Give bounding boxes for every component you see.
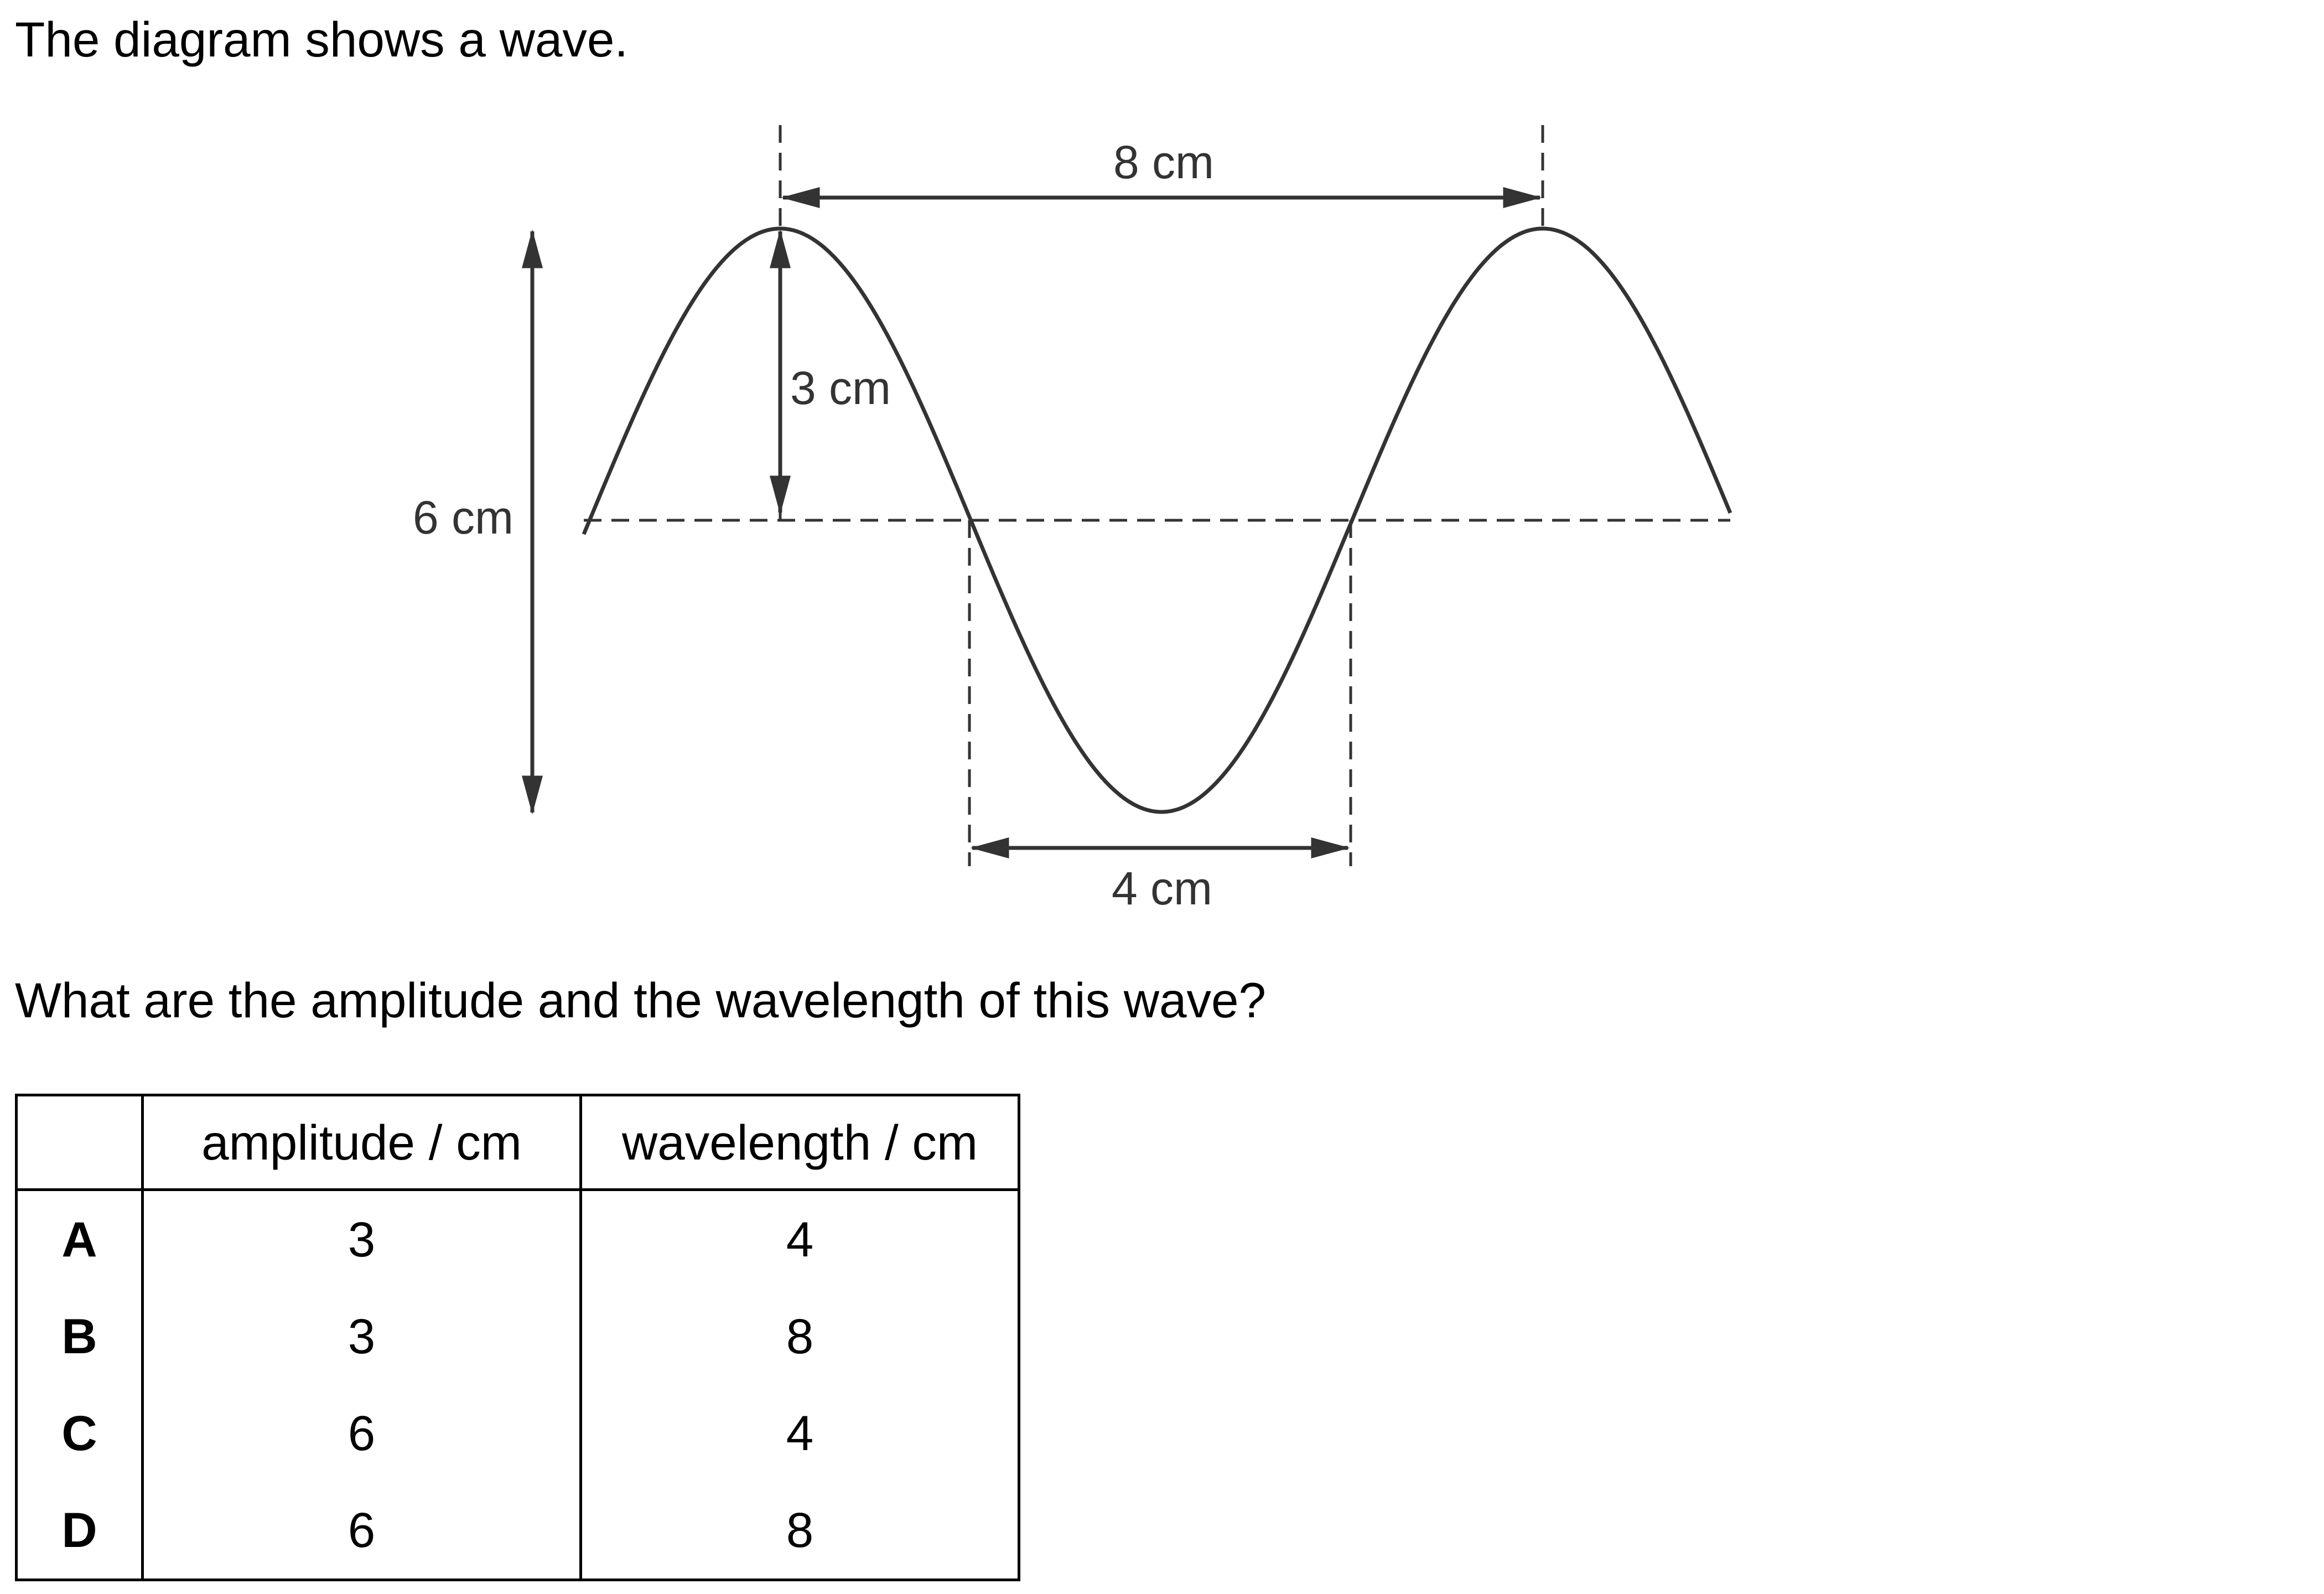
amplitude-value: 3 xyxy=(141,1189,582,1288)
amplitude-value: 3 xyxy=(141,1288,582,1385)
option-letter: C xyxy=(15,1385,144,1482)
label-amplitude: 3 cm xyxy=(790,362,891,414)
label-top: 8 cm xyxy=(1113,136,1214,188)
wavelength-value: 4 xyxy=(579,1189,1020,1288)
wavelength-value: 8 xyxy=(579,1482,1020,1581)
answer-options-table: amplitude / cm wavelength / cm A 3 4 B 3… xyxy=(15,1094,1020,1581)
wavelength-value: 8 xyxy=(579,1288,1020,1385)
header-option xyxy=(15,1094,144,1191)
table-row: C 6 4 xyxy=(15,1385,1020,1482)
label-height: 6 cm xyxy=(413,491,513,544)
question-text: What are the amplitude and the wavelengt… xyxy=(15,972,1266,1028)
header-amplitude: amplitude / cm xyxy=(141,1094,582,1191)
amplitude-value: 6 xyxy=(141,1482,582,1581)
wave-curve xyxy=(582,226,1732,814)
table-row: D 6 8 xyxy=(15,1482,1020,1581)
option-letter: B xyxy=(15,1288,144,1385)
header-wavelength: wavelength / cm xyxy=(579,1094,1020,1191)
option-letter: A xyxy=(15,1189,144,1288)
intro-text: The diagram shows a wave. xyxy=(15,12,629,67)
amplitude-value: 6 xyxy=(141,1385,582,1482)
option-letter: D xyxy=(15,1482,144,1581)
table-row: B 3 8 xyxy=(15,1288,1020,1385)
wavelength-value: 4 xyxy=(579,1385,1020,1482)
table-row: A 3 4 xyxy=(15,1189,1020,1288)
label-bottom: 4 cm xyxy=(1112,862,1212,914)
table-header-row: amplitude / cm wavelength / cm xyxy=(15,1094,1020,1191)
wave-diagram: 8 cm 3 cm 6 cm 4 cm xyxy=(413,125,1732,914)
